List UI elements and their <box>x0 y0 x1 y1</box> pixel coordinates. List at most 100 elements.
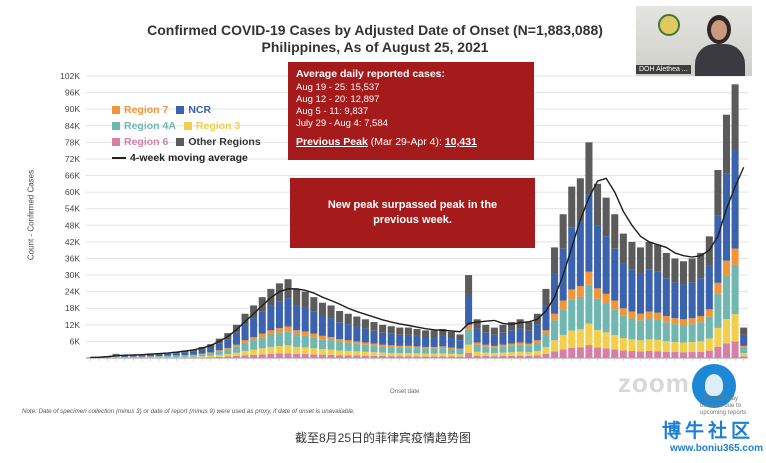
bar-segment <box>293 288 301 306</box>
bar-segment <box>490 353 498 357</box>
bar-segment <box>396 353 404 357</box>
zoom-watermark: zoom <box>618 368 690 398</box>
bar-segment <box>379 346 387 353</box>
bar-segment <box>594 330 602 348</box>
bar-segment <box>473 319 481 329</box>
bar-segment <box>422 336 430 347</box>
bar-segment <box>551 320 559 341</box>
bar-segment <box>671 258 679 283</box>
bar-segment <box>499 346 507 353</box>
bar-segment <box>241 342 249 351</box>
bar-segment <box>164 357 172 358</box>
bar-segment <box>207 357 215 358</box>
bar-segment <box>250 318 258 337</box>
bar-segment <box>637 351 645 358</box>
bar-segment <box>224 354 232 357</box>
y-tick-label: 54K <box>65 204 80 214</box>
bar-segment <box>215 351 223 355</box>
bar-segment <box>559 334 567 350</box>
bar-segment <box>353 326 361 342</box>
bar-segment <box>533 350 541 356</box>
bar-segment <box>688 324 696 343</box>
bar-segment <box>267 305 275 331</box>
y-tick-label: 12K <box>65 320 80 330</box>
bar-segment <box>645 311 653 319</box>
bar-segment <box>241 324 249 341</box>
bar-segment <box>275 332 283 347</box>
bar-segment <box>628 241 636 270</box>
bar-segment <box>525 322 533 331</box>
bar-segment <box>637 320 645 341</box>
bar-segment <box>602 332 610 349</box>
bar-segment <box>482 346 490 353</box>
bar-segment <box>370 343 378 346</box>
bar-segment <box>473 328 481 343</box>
bar-segment <box>447 347 455 350</box>
bar-segment <box>301 331 309 336</box>
bar-segment <box>516 351 524 356</box>
site-url: www.boniu365.com <box>670 443 763 454</box>
bar-segment <box>525 330 533 344</box>
bar-segment <box>284 353 292 358</box>
bar-segment <box>542 346 550 354</box>
bar-segment <box>258 354 266 358</box>
bar-segment <box>258 297 266 312</box>
bar-segment <box>422 346 430 349</box>
bar-segment <box>379 352 387 357</box>
bar-segment <box>637 247 645 274</box>
bar-segment <box>465 353 473 358</box>
bar-segment <box>327 354 335 358</box>
bar-segment <box>353 355 361 358</box>
bar-segment <box>731 314 739 342</box>
bar-segment <box>318 349 326 355</box>
bar-segment <box>404 327 412 335</box>
bar-segment <box>353 343 361 352</box>
bar-segment <box>722 275 731 320</box>
bar-segment <box>731 84 739 150</box>
bar-segment <box>284 345 292 354</box>
bar-segment <box>516 344 524 352</box>
video-thumbnail[interactable]: DOH Alethea ... <box>636 6 752 76</box>
bar-segment <box>301 307 309 332</box>
bar-segment <box>353 316 361 327</box>
bar-segment <box>232 352 240 357</box>
bar-segment <box>637 340 645 352</box>
bar-segment <box>679 352 688 358</box>
y-tick-label: 102K <box>60 71 80 81</box>
bar-segment <box>275 328 283 333</box>
bar-segment <box>594 183 602 226</box>
bar-segment <box>275 346 283 354</box>
bar-segment <box>318 335 326 340</box>
bar-segment <box>318 302 326 316</box>
bar-segment <box>361 355 369 358</box>
average-cases-heading: Average daily reported cases: <box>296 68 446 80</box>
legend-swatch <box>176 138 185 146</box>
bar-segment <box>198 357 206 358</box>
bar-segment <box>662 351 670 358</box>
bar-segment <box>585 284 593 324</box>
bar-segment <box>387 347 395 353</box>
bar-segment <box>654 244 662 272</box>
bar-segment <box>422 330 430 337</box>
bar-segment <box>679 284 688 320</box>
bar-segment <box>516 355 524 358</box>
bar-segment <box>413 346 421 349</box>
bar-segment <box>559 309 567 335</box>
bar-segment <box>722 114 731 174</box>
bar-segment <box>327 336 335 341</box>
moving-average-line <box>90 166 745 359</box>
bar-segment <box>318 354 326 358</box>
bar-segment <box>293 330 301 335</box>
bar-segment <box>533 355 541 358</box>
bar-segment <box>224 348 232 350</box>
bar-segment <box>482 332 490 345</box>
bar-segment <box>594 347 602 358</box>
bar-segment <box>181 352 189 356</box>
bar-segment <box>275 353 283 358</box>
bar-segment <box>207 347 215 353</box>
bar-segment <box>705 338 713 351</box>
bar-segment <box>224 356 232 358</box>
bar-segment <box>705 265 713 310</box>
x-axis-title: Onset date <box>390 389 420 395</box>
bar-segment <box>241 340 249 343</box>
